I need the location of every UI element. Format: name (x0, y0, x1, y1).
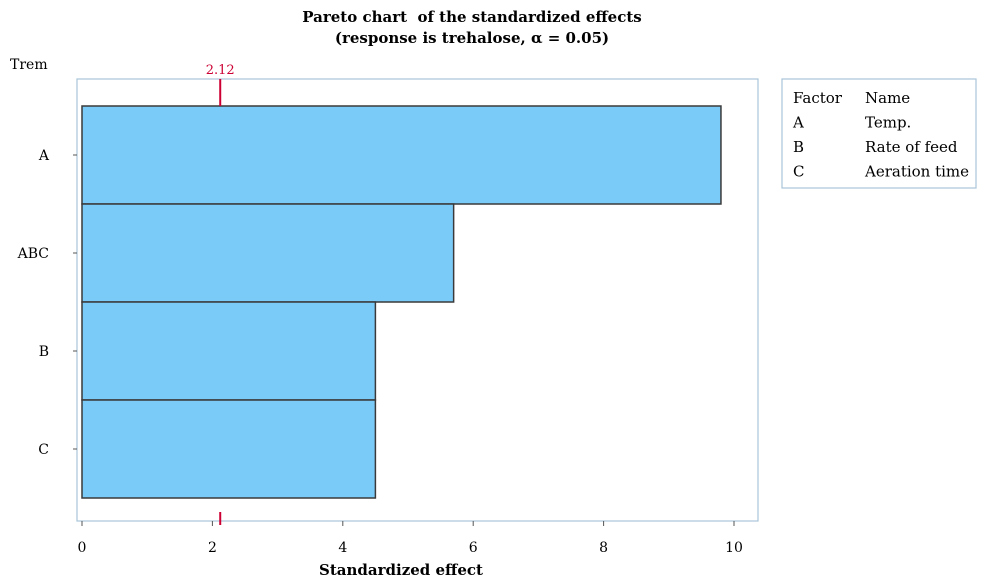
legend-cell: A (792, 114, 804, 132)
x-ticks-group: 0 2 4 6 8 10 (78, 521, 743, 556)
legend-cell: Aeration time (864, 163, 969, 181)
legend-box (781, 78, 977, 189)
x-tick-label-0: 0 (78, 540, 87, 556)
chart-subtitle: (response is trehalose, α = 0.05) (335, 29, 609, 47)
plot-frame (76, 78, 759, 522)
legend-header: Name (865, 89, 910, 107)
bar-abc (81, 203, 455, 303)
reference-line-group: 2.12 (206, 63, 235, 525)
bar-c (81, 399, 377, 499)
y-tick-label-abc: ABC (17, 246, 49, 262)
legend-cell: B (793, 138, 804, 156)
x-tick-label-8: 8 (599, 540, 608, 556)
legend-cell: Rate of feed (865, 138, 958, 156)
x-tick-label-6: 6 (469, 540, 478, 556)
y-tick-label-b: B (39, 344, 49, 360)
x-tick-label-10: 10 (725, 540, 743, 556)
legend-cell: C (793, 163, 804, 181)
y-ticks-group: A ABC B C (17, 148, 77, 458)
legend: Factor Name A Temp. B Rate of feed C Aeration t… (781, 78, 977, 189)
bars-group (81, 105, 722, 499)
bar-b (81, 301, 377, 401)
y-tick-label-c: C (38, 442, 49, 458)
y-axis-label: Trem (10, 57, 48, 73)
x-tick-label-4: 4 (338, 540, 347, 556)
x-tick-label-2: 2 (208, 540, 217, 556)
reference-line-label: 2.12 (206, 63, 235, 78)
chart-title: Pareto chart of the standardized effects (302, 8, 642, 26)
bar-a (81, 105, 722, 205)
x-axis-label: Standardized effect (319, 561, 483, 579)
legend-header: Factor (793, 89, 843, 107)
y-tick-label-a: A (38, 148, 50, 164)
legend-cell: Temp. (865, 114, 911, 132)
